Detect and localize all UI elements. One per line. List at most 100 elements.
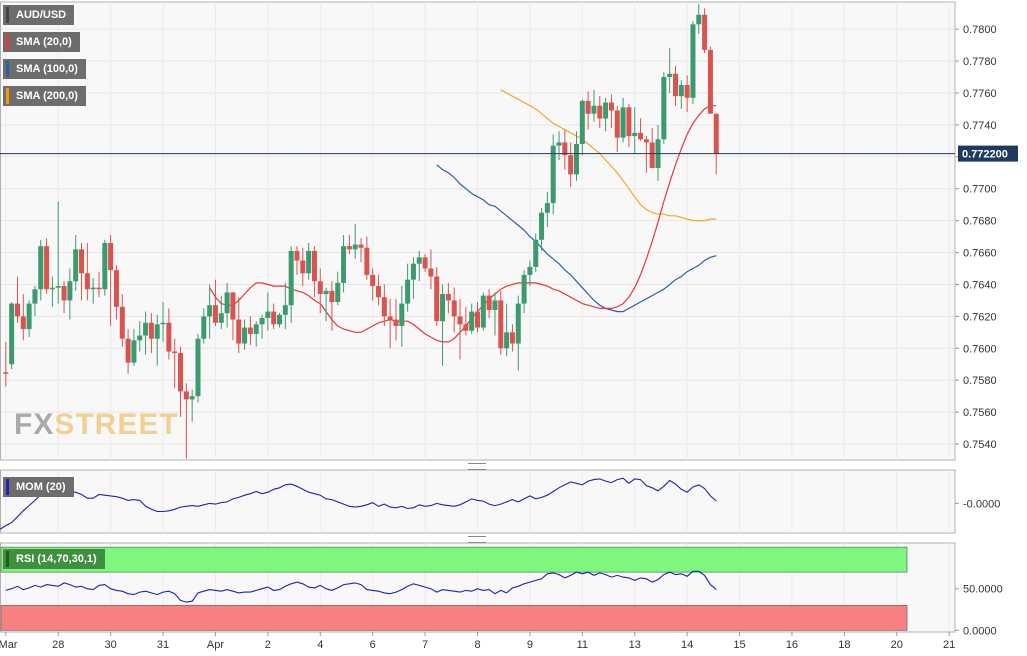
y-tick-label: 0.7740 [963,120,997,132]
legend-swatch [6,34,9,50]
candle-down [44,246,50,290]
candle-down [422,257,428,269]
candle-down [614,110,620,138]
candle-up [533,239,539,267]
candle-up [154,324,160,339]
candle-up [90,287,96,290]
candle-down [428,268,434,277]
legend-sma100-label: SMA (100,0) [16,63,78,75]
candle-up [253,324,259,334]
candle-down [434,276,440,322]
resize-handle-mom[interactable] [468,463,486,470]
candle-up [603,102,609,119]
candle-up [207,305,213,317]
candle-up [440,294,446,322]
candle-down [608,102,614,111]
candle-down [346,246,352,250]
candle-up [306,250,312,274]
candle-up [265,311,271,318]
candle-down [451,300,457,317]
candle-down [119,306,125,339]
y-tick-label: 0.7600 [963,343,997,355]
mom-tick-label: -0.0000 [963,498,1000,510]
candle-down [3,372,9,374]
candle-down [498,300,504,349]
legend-sma100: SMA (100,0) [3,59,86,79]
legend-pair: AUD/USD [3,5,75,25]
sma100-line [436,164,717,313]
candle-up [550,145,556,204]
candle-down [311,250,317,282]
candle-down [166,322,172,352]
candle-up [539,212,545,240]
x-tick-label: 9 [527,639,533,651]
candle-up [504,332,510,349]
candle-up [323,290,329,295]
sma200-line [500,89,717,222]
candle-down [486,295,492,310]
x-tick-label: 16 [786,639,798,651]
legend-swatch [6,479,9,495]
candle-up [160,322,166,325]
candle-down [14,303,20,317]
candle-up [195,338,201,397]
candle-up [678,84,684,97]
candle-down [125,338,131,363]
candle-down [300,260,306,274]
candle-down [20,316,26,330]
candle-up [102,242,108,290]
rsi-tick-label: 0.0000 [963,625,997,637]
x-tick-label: 14 [681,639,693,651]
x-tick-label: 2 [265,639,271,651]
x-tick-label: 15 [733,639,745,651]
rsi-overbought-band [0,546,908,573]
candle-down [96,287,102,290]
candle-up [667,73,673,78]
legend-mom: MOM (20) [3,477,74,497]
x-tick-label: Apr [207,639,224,651]
candle-down [381,297,387,317]
x-tick-label: 28 [52,639,64,651]
fxstreet-watermark: FXSTREET [14,408,179,442]
candle-up [49,287,55,290]
candle-down [713,113,719,154]
candle-down [172,351,178,354]
candle-up [55,286,61,288]
candle-up [661,77,667,140]
candle-up [399,303,405,326]
candle-down [643,139,649,143]
rsi-oversold-band [0,605,908,631]
candle-up [259,317,265,325]
candle-down [684,84,690,98]
candle-down [672,73,678,97]
legend-pair-label: AUD/USD [16,9,67,21]
legend-rsi-label: RSI (14,70,30,1) [16,553,97,565]
candle-up [288,250,294,306]
x-tick-label: 18 [838,639,850,651]
candle-up [696,14,702,25]
x-tick-label: 11 [577,639,588,651]
candle-down [183,391,189,400]
candle-down [475,311,480,328]
x-tick-label: 30 [105,639,117,651]
candle-down [597,105,603,119]
candle-up [480,295,486,328]
rsi-line [5,570,717,603]
candle-down [370,274,376,287]
candle-up [591,105,597,114]
mom-line [0,477,717,530]
candle-up [556,142,562,146]
candle-down [84,273,90,290]
y-tick-label: 0.7640 [963,279,997,291]
candle-down [148,322,154,339]
y-tick-label: 0.7580 [963,375,997,387]
resize-handle-rsi[interactable] [468,536,486,543]
legend-mom-label: MOM (20) [16,481,66,493]
candle-up [352,244,358,250]
x-tick-label: 8 [474,639,480,651]
candle-down [358,244,364,248]
candle-up [73,249,79,282]
watermark-street: STREET [54,408,179,441]
candle-down [387,316,393,320]
candle-up [32,289,38,304]
